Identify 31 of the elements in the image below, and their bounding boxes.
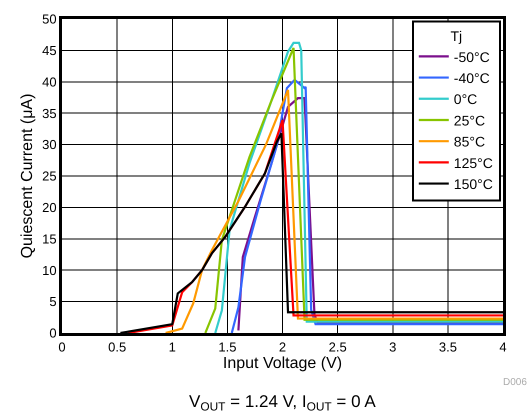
y-tick-label: 45: [42, 42, 57, 58]
y-tick-label: 30: [42, 137, 57, 152]
x-tick-label: 4: [499, 339, 507, 354]
legend-label: 150°C: [454, 176, 493, 192]
x-tick-label: 1.5: [218, 339, 236, 354]
legend-label: -40°C: [454, 70, 490, 86]
x-tick-label: 2: [278, 339, 286, 354]
y-tick-label: 25: [42, 168, 57, 184]
x-tick-label: 1: [168, 339, 176, 354]
x-tick-label: 3: [389, 339, 396, 354]
legend-label: 85°C: [454, 134, 486, 150]
legend-title: Tj: [450, 28, 462, 44]
legend-label: 0°C: [454, 91, 478, 108]
y-tick-label: 0: [49, 326, 57, 341]
x-tick-label: 3.5: [438, 339, 457, 354]
y-axis-title: Quiescent Current (μA): [19, 94, 36, 258]
y-tick-label: 50: [42, 12, 57, 27]
text: V$_{OUT}$ = 1.24 V, I$_{OUT}$ = 0 A: [189, 392, 376, 414]
legend-label: 25°C: [454, 112, 486, 128]
legend-label: -50°C: [454, 48, 490, 65]
y-tick-label: 15: [42, 231, 57, 246]
y-tick-label: 35: [42, 106, 57, 121]
y-tick-label: 40: [42, 74, 57, 90]
x-tick-label: 2.5: [328, 339, 347, 354]
legend-label: 125°C: [454, 154, 493, 171]
y-tick-label: 5: [49, 294, 57, 310]
text: D006: [503, 377, 528, 388]
y-tick-label: 20: [42, 200, 57, 215]
x-axis-title: Input Voltage (V): [222, 355, 342, 372]
y-tick-label: 10: [42, 262, 57, 278]
x-tick-label: 0.5: [108, 339, 126, 354]
